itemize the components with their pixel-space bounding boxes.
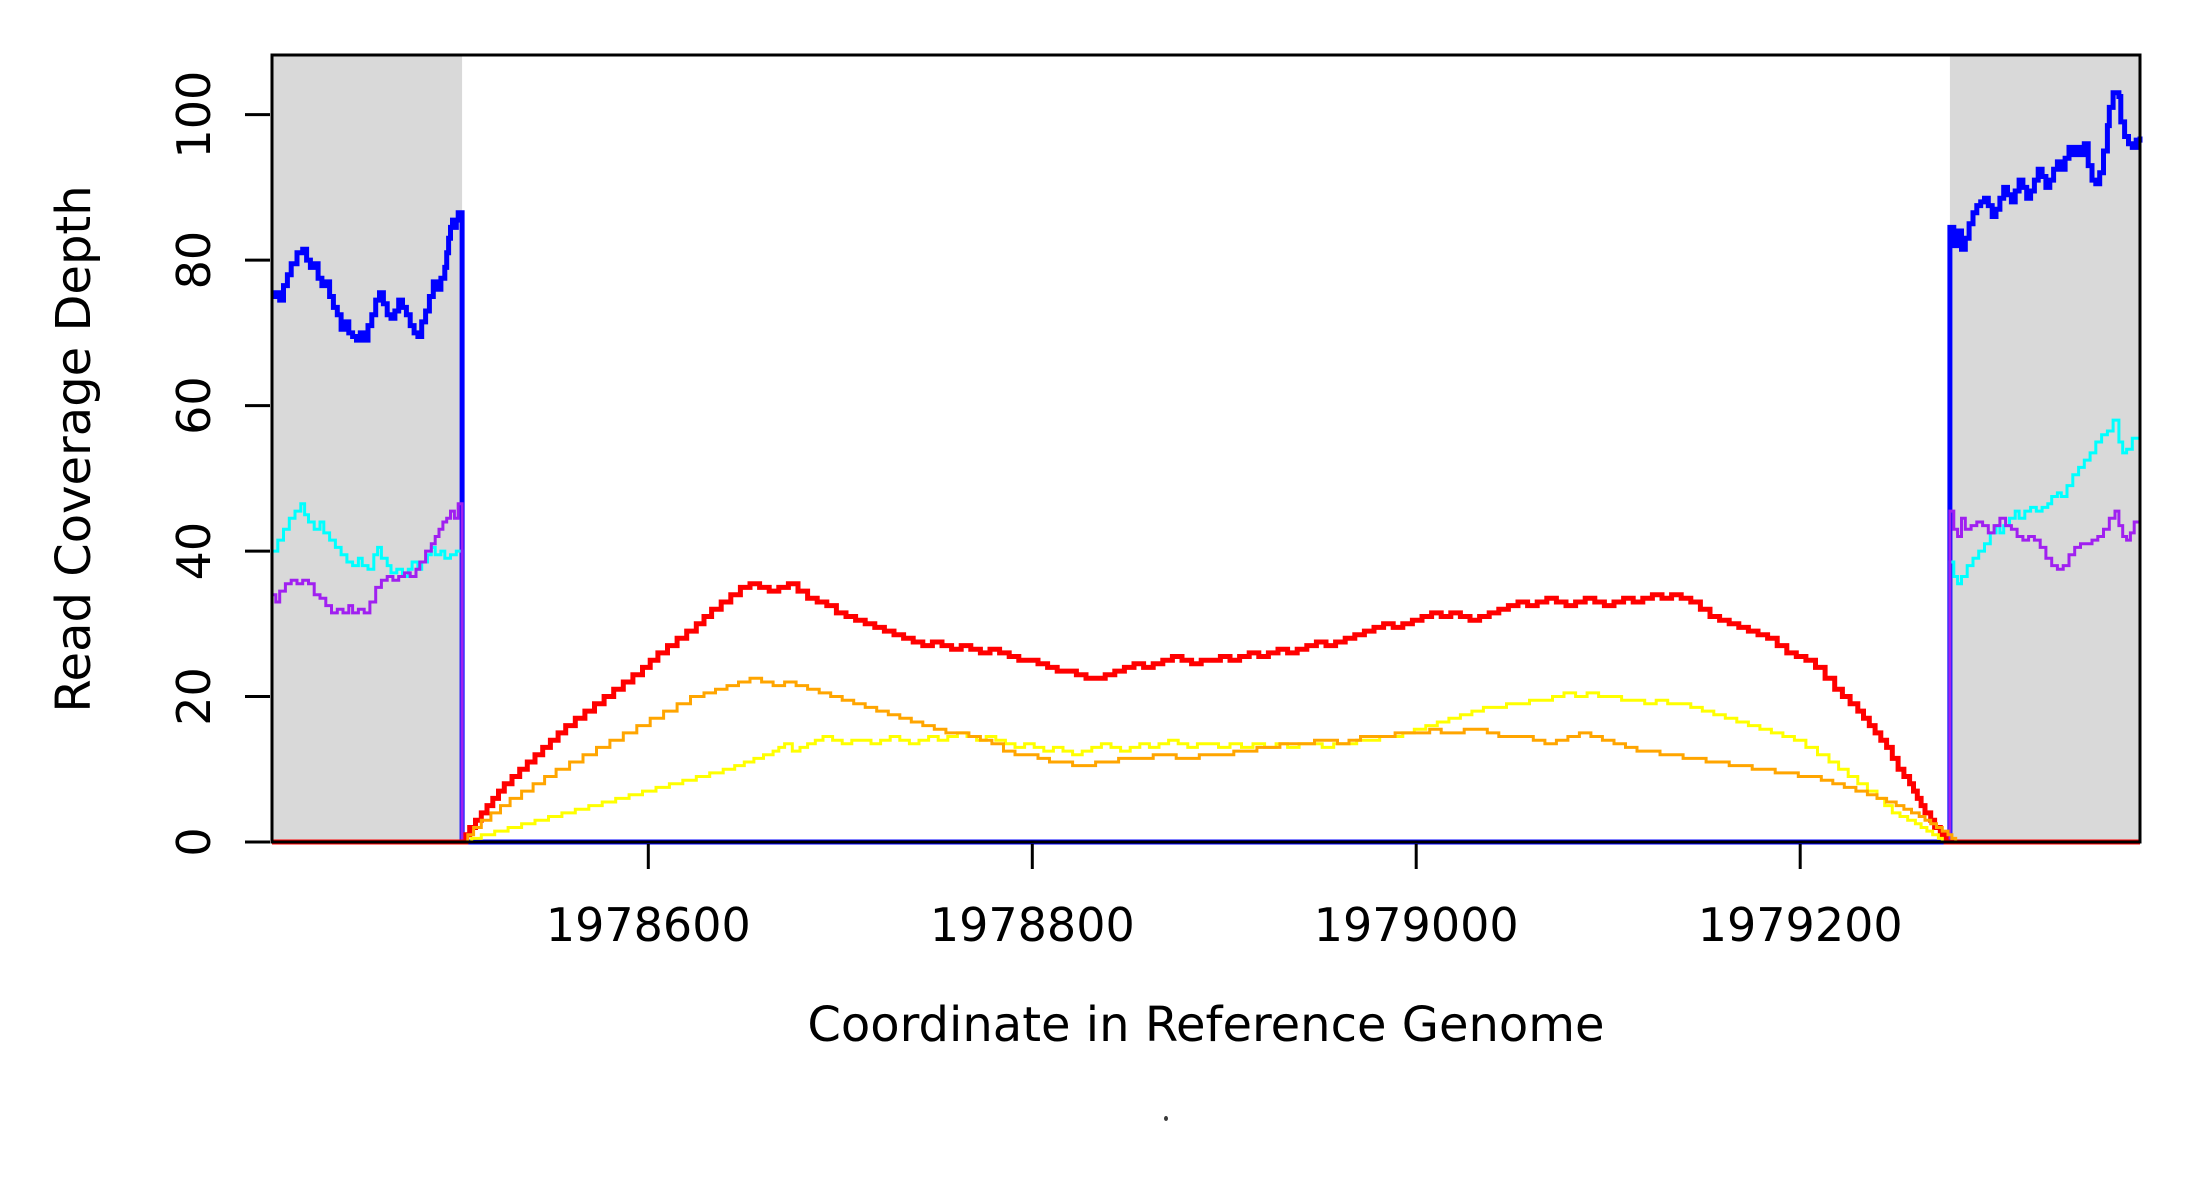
y-tick-label-20: 20 — [167, 667, 221, 726]
y-tick-label-60: 60 — [167, 376, 221, 435]
plot-frame — [270, 53, 2142, 844]
y-tick-label-80: 80 — [167, 231, 221, 290]
series-lines — [272, 90, 2143, 845]
series-path-unique-total — [272, 90, 2143, 845]
axes: 1978600 1978800 1979000 1979200 0 20 40 60 80 100 — [167, 53, 2142, 952]
y-tick-label-40: 40 — [167, 522, 221, 581]
stray-mark — [1164, 1116, 1168, 1121]
x-tick-label-1978800: 1978800 — [930, 898, 1135, 952]
x-tick-label-1978600: 1978600 — [546, 898, 751, 952]
series-path-unique-top — [272, 418, 2142, 844]
shaded-region-left-unique-flank — [272, 55, 463, 842]
x-tick-label-1979000: 1979000 — [1314, 898, 1519, 952]
series-path-repeat-top — [272, 691, 2140, 844]
y-axis-title: Read Coverage Depth — [46, 185, 102, 712]
y-tick-label-100: 100 — [167, 71, 221, 159]
series-path-unique-bottom — [272, 502, 2142, 844]
series-path-repeat-total — [272, 581, 2140, 845]
series-path-repeat-bottom — [272, 676, 2140, 844]
y-tick-label-0: 0 — [167, 827, 221, 856]
x-tick-label-1979200: 1979200 — [1698, 898, 1903, 952]
x-axis-title: Coordinate in Reference Genome — [807, 997, 1604, 1053]
shaded-region-right-unique-flank — [1949, 55, 2140, 842]
shaded-regions — [272, 55, 2140, 842]
